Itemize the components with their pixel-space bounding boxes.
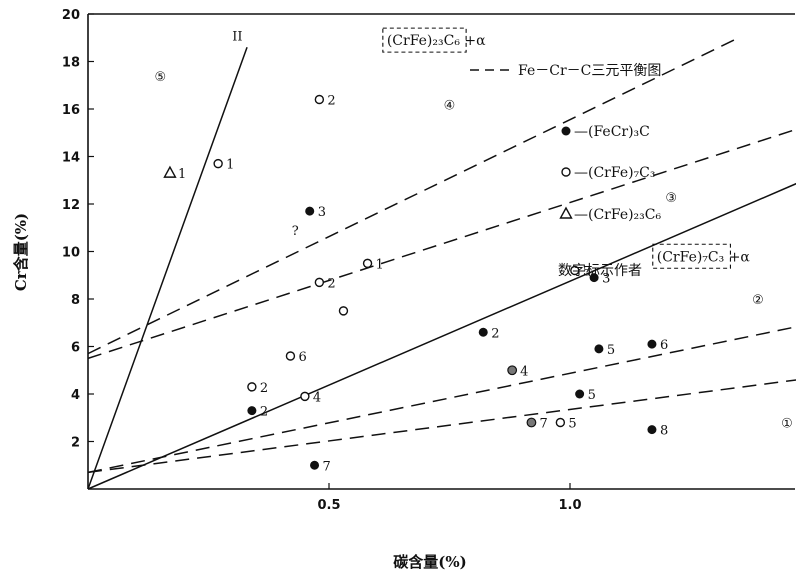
point-author-label: 7 — [539, 417, 547, 432]
region-marker: ④ — [444, 98, 456, 113]
phase-label-box — [652, 243, 731, 269]
point-author-label: 2 — [327, 276, 335, 291]
phase-lines — [87, 37, 796, 490]
point-crfe7c3 — [247, 382, 257, 392]
x-tick-label: 1.0 — [558, 498, 581, 513]
point-author-label: 2 — [327, 94, 335, 109]
legend-marker-filled — [561, 126, 571, 136]
dashed-boundary-line — [87, 37, 740, 355]
point-author-label: 3 — [318, 205, 326, 220]
point-author-label: 1 — [178, 167, 186, 182]
point-crfe7c3 — [570, 265, 580, 276]
point-fecr3c — [589, 273, 599, 283]
data-points: 3256258733121262455471 — [163, 94, 668, 474]
point-author-label: 5 — [588, 388, 596, 403]
legend-dashed-label: Fe－Cr－C三元平衡图 — [518, 63, 661, 79]
legend-label: 数字标示作者 — [558, 263, 642, 279]
y-tick-label: 14 — [62, 151, 80, 166]
point-author-label: 1 — [376, 257, 384, 272]
point-author-label: 2 — [491, 326, 499, 341]
point-fecr3c — [310, 460, 320, 470]
legend-label: —(FeCr)₃C — [574, 124, 650, 140]
point-fecr3c — [647, 425, 657, 435]
region-marker: ① — [781, 417, 793, 432]
y-tick-label: 16 — [62, 103, 80, 118]
point-author-label: 5 — [568, 417, 576, 432]
point-crfe7c3 — [285, 351, 296, 361]
y-tick-label: 18 — [62, 56, 80, 71]
region-marker: ③ — [665, 191, 677, 206]
y-tick-label: 6 — [71, 341, 80, 356]
point-hatched — [507, 365, 518, 376]
annotations: ⑤④③②①III?(CrFe)₂₃C₆ +α(CrFe)₇C₃ +α(FeCr)… — [154, 27, 793, 432]
y-tick-label: 20 — [62, 8, 80, 23]
point-author-label: 2 — [260, 405, 268, 420]
point-author-label: 2 — [260, 381, 268, 396]
point-author-label: 3 — [602, 272, 610, 287]
point-fecr3c — [247, 406, 257, 416]
point-crfe7c3 — [555, 417, 566, 428]
point-fecr3c — [594, 344, 604, 354]
point-author-label: 8 — [660, 424, 668, 439]
point-fecr3c — [478, 327, 488, 337]
legend-label: —(CrFe)₂₃C₆ — [574, 207, 661, 223]
y-axis-title: Cr含量(%) — [12, 213, 30, 291]
point-fecr3c — [575, 389, 585, 399]
solid-boundary-line — [87, 46, 248, 490]
y-tick-label: 10 — [62, 246, 80, 261]
legend-marker-triangle — [559, 206, 573, 219]
point-author-label: 6 — [660, 338, 668, 353]
point-author-label: 5 — [607, 343, 615, 358]
point-author-label: 5 — [583, 265, 591, 280]
solid-boundary-line — [87, 182, 796, 490]
legend-label: —(CrFe)₇C₃ — [574, 165, 656, 181]
point-fecr3c — [647, 339, 657, 349]
dashed-boundary-line — [87, 326, 796, 474]
dashed-boundary-line — [87, 379, 796, 474]
dashed-boundary-line — [87, 128, 796, 360]
phase-label: (CrFe)₇C₃ +α — [657, 249, 751, 265]
y-tick-label: 8 — [71, 293, 80, 308]
point-crfe23c6 — [163, 165, 177, 178]
point-author-label: 6 — [298, 350, 306, 365]
point-author-label: 4 — [313, 390, 321, 405]
legend: Fe－Cr－C三元平衡图 —(FeCr)₃C —(CrFe)₇C₃ —(CrFe)₂₃… — [470, 63, 661, 279]
region-marker: ② — [752, 293, 764, 308]
x-tick-label: 0.5 — [317, 498, 340, 513]
point-crfe7c3 — [213, 158, 223, 169]
question-mark: ? — [292, 224, 299, 239]
y-tick-label: 12 — [62, 198, 80, 213]
point-fecr3c — [305, 206, 315, 216]
x-axis-title: 碳含量(%) — [393, 553, 466, 571]
legend-marker-open — [561, 167, 571, 177]
phase-label: (CrFe)₂₃C₆ +α — [387, 33, 486, 49]
point-author-label: 4 — [520, 364, 528, 379]
point-author-label: 7 — [323, 459, 331, 474]
point-hatched — [526, 417, 537, 428]
point-crfe7c3 — [362, 258, 373, 269]
point-crfe7c3 — [300, 391, 310, 402]
y-tick-label: 4 — [71, 388, 80, 403]
point-crfe7c3 — [338, 306, 349, 316]
line-label: II — [232, 29, 242, 44]
point-crfe7c3 — [314, 94, 325, 105]
point-crfe7c3 — [314, 277, 325, 288]
phase-label-box — [382, 27, 467, 53]
point-author-label: 1 — [226, 158, 234, 173]
region-marker: ⑤ — [154, 70, 166, 85]
plot-frame: 24681012141618200.51.01.52.0碳含量(%)Cr含量(%… — [12, 8, 795, 571]
y-tick-label: 2 — [71, 436, 80, 451]
